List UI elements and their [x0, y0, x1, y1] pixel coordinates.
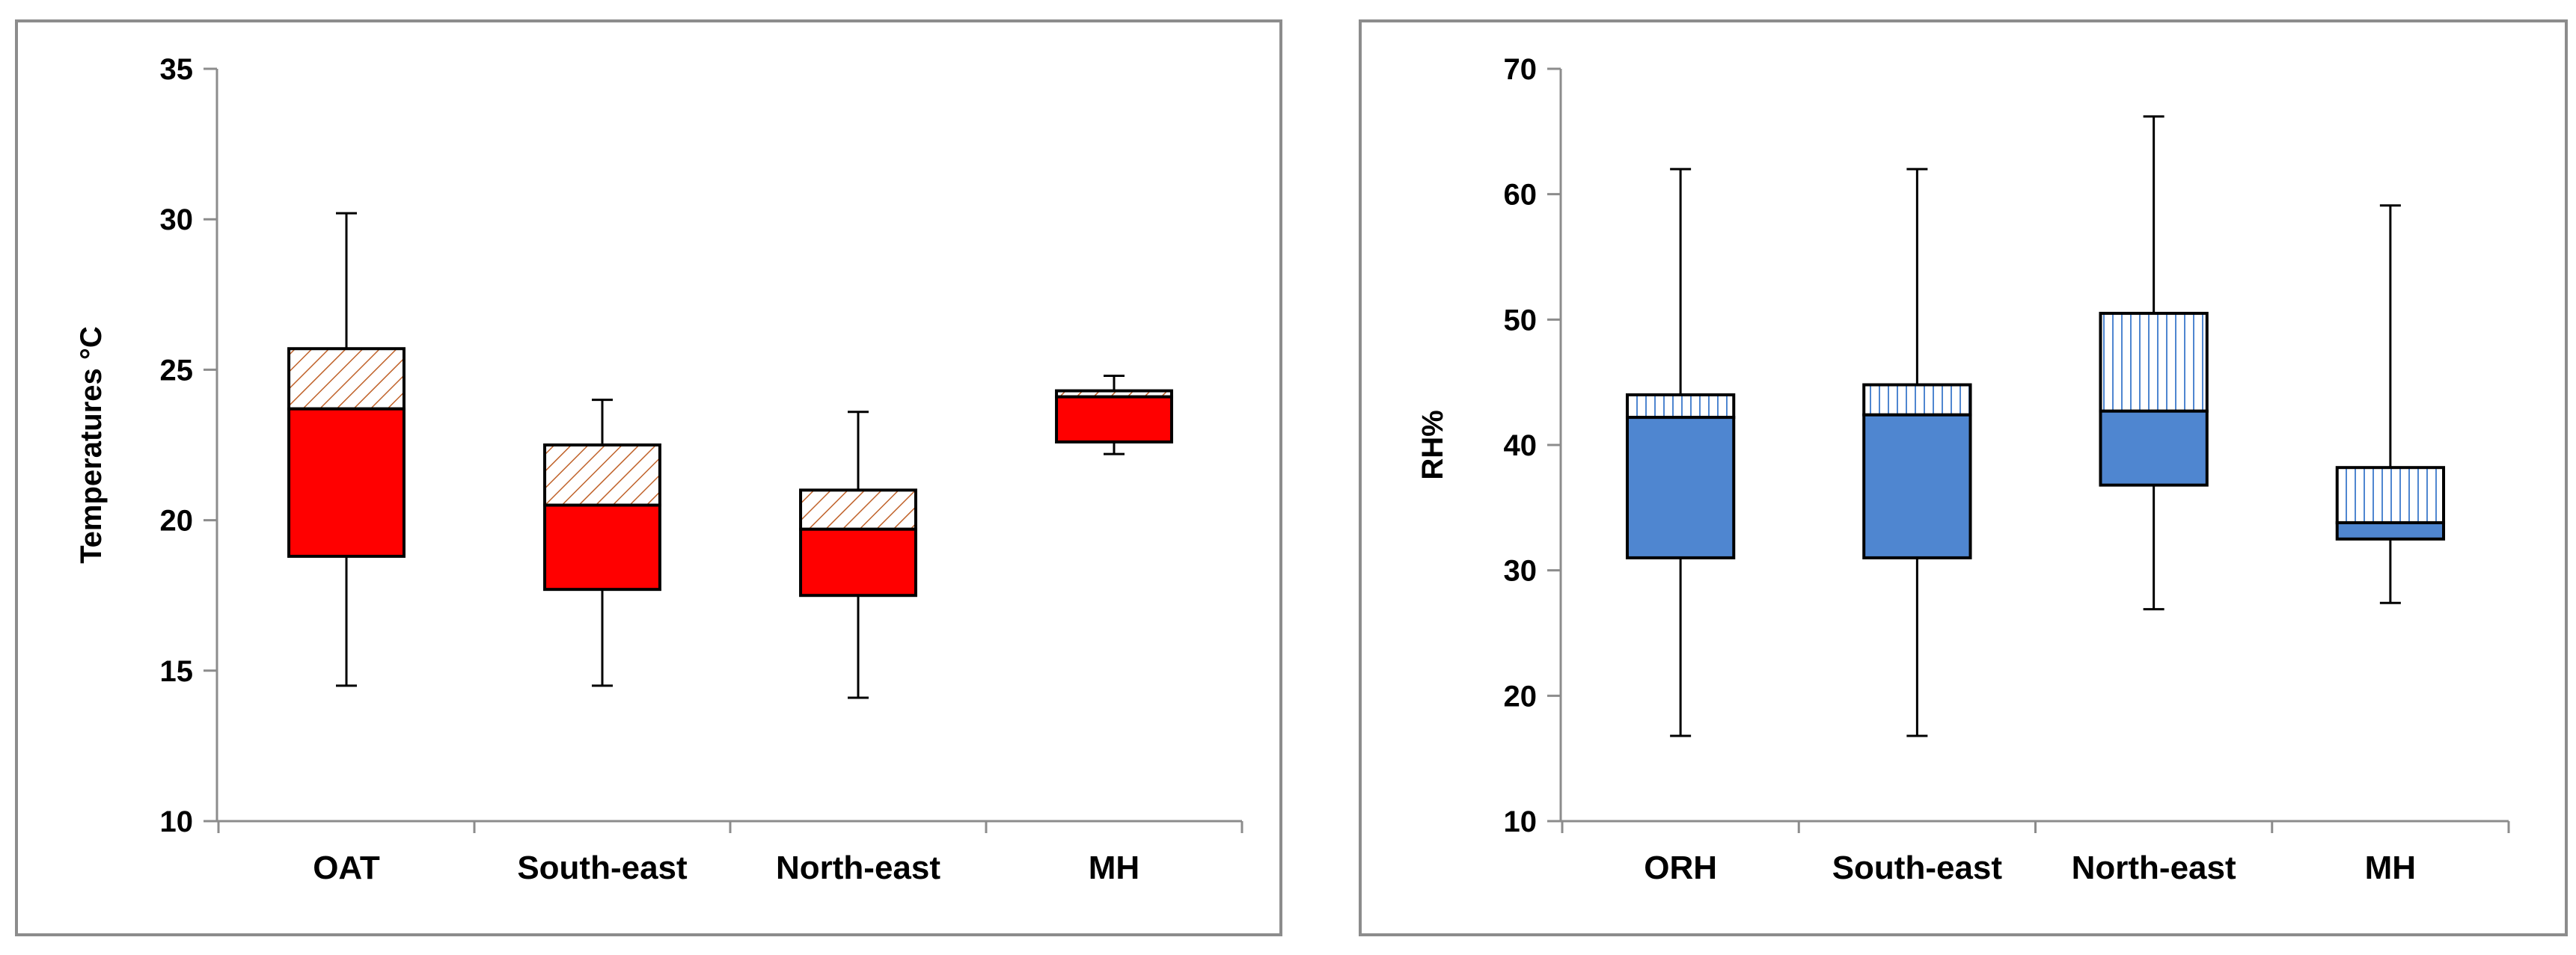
temperature-chart-panel: 10 15 20 25 30 35 Temperatures °C OAT South-east… [15, 19, 1282, 936]
category-label: North-east [2072, 850, 2236, 886]
chart-frame [15, 19, 1282, 936]
box-3 [2099, 115, 2209, 611]
box-upper-quartile [1625, 393, 1736, 420]
box-upper-quartile [2335, 466, 2446, 524]
box-1 [287, 212, 406, 687]
box-3 [799, 411, 917, 699]
y-tick-label: 20 [160, 505, 194, 538]
temperature-box-plot: 10 15 20 25 30 35 Temperatures °C OAT South-east… [15, 19, 1282, 936]
y-tick-label: 20 [1504, 680, 1538, 713]
box-4 [2335, 204, 2446, 604]
y-tick-label: 30 [160, 203, 194, 236]
y-axis-title: RH% [1416, 410, 1449, 479]
box-2 [1862, 168, 1972, 737]
y-tick-label: 10 [1504, 805, 1538, 838]
y-tick-label: 35 [160, 53, 194, 86]
box-upper-quartile [287, 347, 406, 411]
box-lower-quartile [2335, 521, 2446, 541]
box-upper-quartile [543, 443, 661, 507]
y-tick-label: 15 [160, 655, 194, 688]
category-label: MH [2365, 850, 2416, 886]
box-lower-quartile [1055, 395, 1173, 443]
category-label: MH [1089, 850, 1139, 886]
humidity-chart-panel: 10 20 30 40 50 60 70 RH% ORH South-east North-east… [1354, 0, 2576, 955]
box-lower-quartile [1625, 416, 1736, 559]
chart-frame [1359, 19, 2568, 936]
category-label: South-east [517, 850, 688, 886]
box-1 [1625, 168, 1736, 737]
y-tick-label: 30 [1504, 555, 1538, 588]
y-tick-label: 50 [1504, 304, 1538, 337]
box-upper-quartile [1862, 383, 1972, 417]
y-tick-label: 60 [1504, 179, 1538, 212]
box-upper-quartile [2099, 311, 2209, 413]
category-label: ORH [1644, 850, 1717, 886]
box-lower-quartile [2099, 409, 2209, 487]
box-lower-quartile [287, 407, 406, 558]
box-2 [543, 399, 661, 687]
box-lower-quartile [1862, 413, 1972, 559]
box-4 [1055, 374, 1173, 455]
box-lower-quartile [543, 503, 661, 592]
category-label: OAT [313, 850, 380, 886]
box-upper-quartile [799, 488, 917, 531]
category-label: South-east [1832, 850, 2003, 886]
y-tick-label: 10 [160, 805, 194, 838]
box-lower-quartile [799, 527, 917, 598]
y-axis-title: Temperatures °C [75, 326, 108, 564]
category-label: North-east [776, 850, 940, 886]
y-tick-label: 40 [1504, 429, 1538, 462]
y-tick-label: 70 [1504, 53, 1538, 86]
y-tick-label: 25 [160, 354, 194, 387]
humidity-box-plot: 10 20 30 40 50 60 70 RH% ORH South-east North-east… [1359, 19, 2568, 936]
